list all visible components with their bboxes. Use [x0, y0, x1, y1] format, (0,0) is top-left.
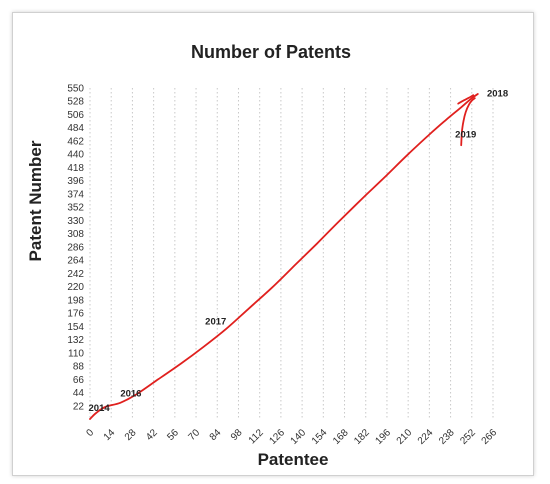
y-tick-label: 286 [67, 242, 84, 253]
y-tick-label: 66 [73, 375, 85, 386]
year-annotation: 2014 [89, 403, 111, 414]
x-tick-label: 168 [331, 427, 351, 447]
x-tick-label: 42 [144, 427, 160, 443]
grid-lines [89, 88, 494, 419]
y-tick-label: 484 [67, 123, 84, 134]
x-tick-label: 14 [102, 427, 118, 443]
series-line [457, 94, 475, 105]
x-tick-label: 252 [458, 427, 478, 447]
y-tick-label: 528 [67, 97, 84, 108]
y-tick-label: 264 [67, 256, 84, 267]
x-tick-label: 0 [84, 427, 96, 439]
x-tick-label: 70 [187, 427, 203, 443]
y-axis-ticks: 22 44 66 88 110 132 154 176 198 220 242 264 286 308 33… [67, 84, 84, 413]
series-line [460, 97, 476, 147]
y-tick-label: 242 [67, 269, 84, 280]
x-tick-label: 238 [437, 427, 457, 447]
y-tick-label: 154 [67, 322, 84, 333]
x-axis-title: Patentee [258, 450, 329, 469]
annotations: 2014 2016 2017 2018 2019 [89, 88, 509, 414]
x-tick-label: 56 [165, 427, 181, 443]
y-tick-label: 374 [67, 189, 84, 200]
x-tick-label: 210 [395, 427, 415, 447]
x-tick-label: 140 [289, 427, 309, 447]
y-tick-label: 396 [67, 176, 84, 187]
patents-line-chart: Number of Patents 22 44 66 88 110 132 154 176 19… [26, 42, 509, 469]
x-tick-label: 126 [267, 427, 287, 447]
x-tick-label: 28 [123, 427, 139, 443]
x-tick-label: 98 [229, 427, 245, 443]
x-tick-label: 196 [373, 427, 393, 447]
x-tick-label: 112 [247, 427, 266, 446]
x-tick-label: 84 [208, 427, 224, 443]
data-series [89, 93, 479, 420]
y-tick-label: 176 [67, 309, 84, 320]
y-tick-label: 308 [67, 229, 84, 240]
year-annotation: 2016 [120, 389, 141, 400]
year-annotation: 2019 [455, 129, 476, 140]
y-tick-label: 132 [67, 335, 84, 346]
y-tick-label: 44 [73, 388, 85, 399]
y-tick-label: 550 [67, 84, 84, 95]
x-tick-label: 154 [310, 427, 330, 447]
y-tick-label: 22 [73, 401, 85, 412]
y-tick-label: 220 [67, 282, 84, 293]
y-tick-label: 88 [73, 362, 85, 373]
y-tick-label: 330 [67, 216, 84, 227]
x-tick-label: 224 [416, 427, 436, 447]
y-tick-label: 352 [67, 203, 84, 214]
y-tick-label: 418 [67, 163, 84, 174]
chart-title: Number of Patents [191, 42, 351, 62]
y-axis-title: Patent Number [26, 140, 45, 261]
x-tick-label: 182 [352, 427, 372, 447]
y-tick-label: 198 [67, 295, 84, 306]
x-axis-ticks: 0 14 28 42 56 70 84 98 112 126 140 154 168 182 196 210 2… [84, 427, 499, 447]
x-tick-label: 266 [480, 427, 500, 447]
series-line [89, 93, 479, 420]
year-annotation: 2018 [487, 88, 508, 99]
chart-frame: Number of Patents 22 44 66 88 110 132 154 176 19… [12, 12, 534, 476]
y-tick-label: 462 [67, 136, 84, 147]
y-tick-label: 440 [67, 150, 84, 161]
year-annotation: 2017 [205, 317, 226, 328]
y-tick-label: 506 [67, 110, 84, 121]
y-tick-label: 110 [68, 348, 84, 359]
